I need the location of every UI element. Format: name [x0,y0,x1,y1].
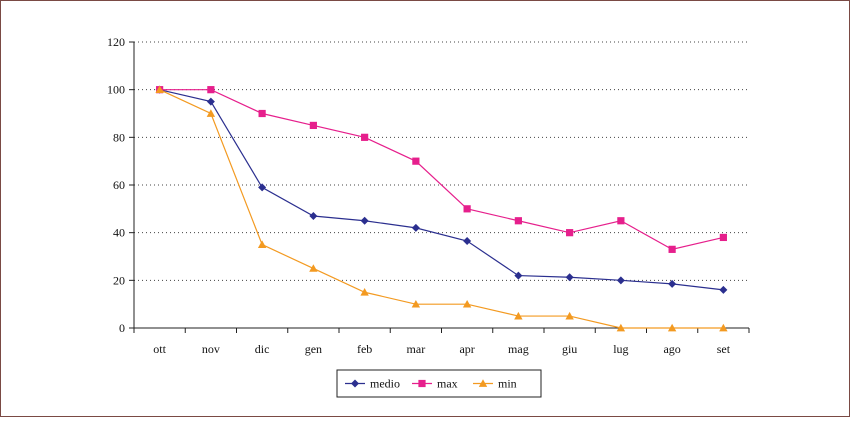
data-point-medio [309,211,318,220]
data-point-medio [514,271,523,280]
data-point-medio [565,273,574,282]
legend-label: max [437,377,458,391]
data-point-max [514,217,522,225]
data-point-medio [258,183,267,192]
data-point-min [565,311,574,320]
data-point-medio [463,237,472,246]
data-point-min [257,240,267,248]
axes [129,41,750,333]
y-tick-label: 0 [119,321,125,335]
data-point-max [361,133,369,141]
series-min [155,85,728,332]
x-tick-label: ago [663,342,680,356]
data-point-max [719,233,727,242]
data-point-min [360,288,369,296]
x-tick-label: gen [305,342,322,356]
x-tick-labels: ott nov dic gen feb mar apr mag giu lug ago set [153,342,730,356]
x-tick-label: apr [459,342,474,356]
x-tick-label: lug [613,342,628,356]
data-point-medio [719,285,728,294]
y-tick-label: 100 [107,83,125,97]
x-tick-label: set [717,342,731,356]
y-tick-label: 120 [107,35,125,49]
y-tick-label: 60 [113,178,125,192]
legend-swatch-marker [478,379,488,387]
data-point-max [668,245,676,253]
data-point-max [412,157,420,165]
data-point-max [463,205,471,213]
legend-swatch-marker [351,379,359,388]
data-point-min [514,311,523,320]
x-tick-label: dic [255,342,270,356]
legend-swatch-marker [418,379,426,388]
y-tick-label: 80 [113,130,125,144]
data-point-medio [360,216,369,225]
data-point-max [617,217,625,225]
data-point-medio [616,276,625,285]
legend-item-min: min [473,377,517,391]
x-tick-label: mar [407,342,426,356]
data-point-min [206,109,216,117]
x-tick-label: ott [153,342,166,356]
data-point-medio [206,97,215,106]
y-tick-label: 20 [113,273,125,287]
series-layer [155,85,728,332]
series-max [156,86,727,253]
data-point-min [719,323,728,332]
gridlines [134,41,749,281]
data-point-max [566,229,574,237]
data-point-min [309,264,318,272]
x-tick-label: giu [562,342,577,356]
legend-label: medio [370,377,400,391]
series-line-medio [159,89,724,291]
data-point-min [616,323,626,332]
data-point-medio [411,223,420,232]
legend-item-medio: medio [345,377,400,391]
data-point-min [155,85,164,94]
data-point-max [309,121,317,130]
y-tick-label: 40 [113,226,125,240]
data-point-min [462,299,472,308]
x-tick-label: nov [202,342,220,356]
legend-item-max: max [412,377,458,391]
data-point-min [667,323,677,332]
legend-label: min [498,377,517,391]
series-line-max [159,89,724,250]
data-point-max [258,109,266,118]
x-tick-label: mag [508,342,529,356]
data-point-medio [668,279,677,288]
legend: medio max min [336,369,542,398]
data-point-min [411,299,421,308]
legend-box [336,369,542,398]
series-line-min [159,89,724,329]
series-medio [155,85,728,294]
y-tick-labels: 0 20 40 60 80 100 120 [107,35,125,335]
data-point-max [207,86,215,94]
x-tick-label: feb [357,342,372,356]
